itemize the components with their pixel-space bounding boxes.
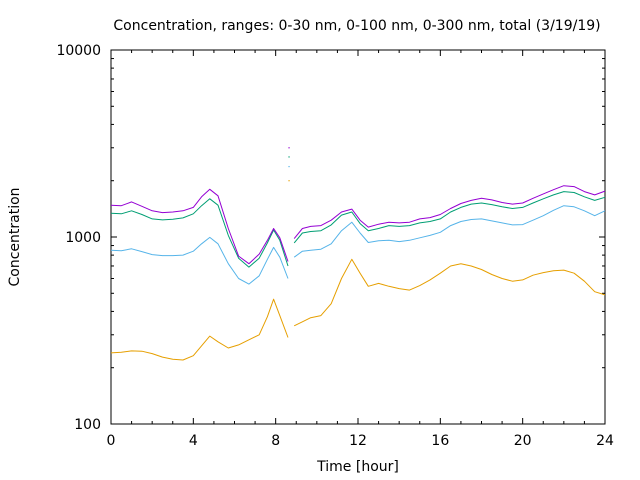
outlier-point [288,165,290,168]
outlier-point [288,180,290,182]
y-tick-label: 100 [74,417,101,433]
series-line [110,236,289,285]
series-line [293,258,606,327]
x-tick-label: 8 [271,433,280,449]
x-tick-label: 4 [189,433,198,449]
x-tick-label: 0 [107,433,116,449]
x-tick-label: 12 [349,433,367,449]
x-tick-label: 24 [596,433,614,449]
series-0-100-nm [110,205,606,285]
series-line [293,205,606,258]
series-line [293,191,606,244]
axis-ticks: 0 4 8 12 16 20 24 100 1000 10000 [56,43,614,449]
x-tick-label: 16 [431,433,449,449]
series-0-30-nm [110,258,606,361]
y-tick-label: 1000 [65,230,101,246]
outlier-point [288,147,290,149]
series-line [110,198,289,268]
series-layer [110,147,606,361]
plot-frame [110,49,606,425]
series-line [293,185,606,239]
x-tick-label: 20 [514,433,532,449]
series-line [110,298,289,361]
y-axis-label: Concentration [7,187,23,286]
y-tick-label: 10000 [56,43,101,59]
series-0-300-nm [110,191,606,268]
chart-title: Concentration, ranges: 0-30 nm, 0-100 nm… [113,18,600,34]
series-line [110,188,289,265]
outlier-point [288,156,290,158]
series-total [110,185,606,265]
x-axis-label: Time [hour] [316,459,399,475]
